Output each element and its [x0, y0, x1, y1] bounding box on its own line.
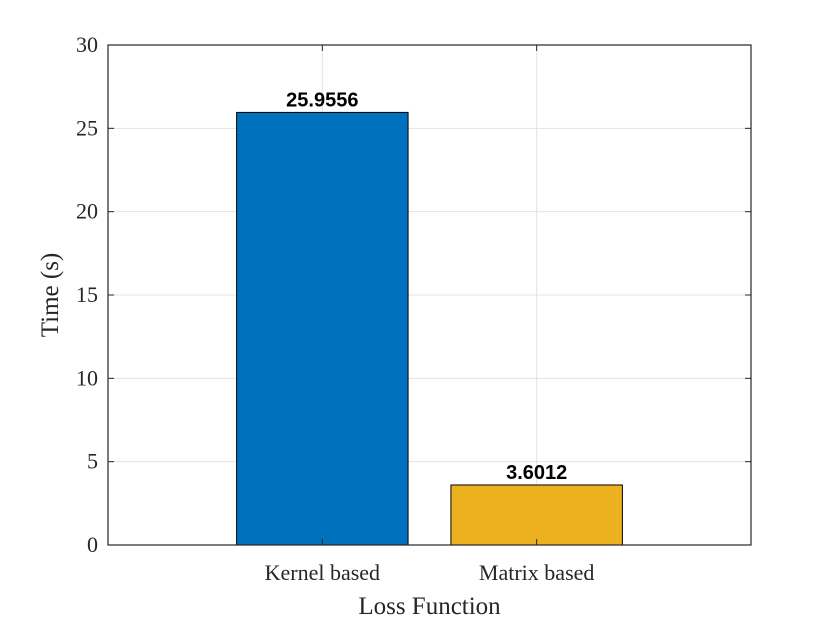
- y-tick-label: 15: [76, 282, 98, 307]
- y-tick-label: 10: [76, 365, 98, 390]
- bar-value-label: 25.9556: [286, 89, 358, 111]
- axis-ticks: 0 5 10 15 20 25 30 Kernel based Matrix based: [76, 32, 751, 585]
- bar-matrix-based: [450, 484, 623, 546]
- y-tick-label: 20: [76, 199, 98, 224]
- x-axis-title: Loss Function: [358, 593, 501, 620]
- y-tick-label: 0: [87, 532, 98, 557]
- bar-value-label: 3.6012: [506, 462, 567, 484]
- y-tick-label: 5: [87, 449, 98, 474]
- data-labels: 25.9556 3.6012: [286, 89, 567, 484]
- x-tick-label: Matrix based: [479, 560, 594, 585]
- y-tick-label: 30: [76, 32, 98, 57]
- bars: [236, 111, 623, 546]
- x-tick-label: Kernel based: [265, 560, 380, 585]
- bar-kernel-based: [236, 111, 409, 546]
- y-axis-title: Time (s): [37, 253, 64, 338]
- y-tick-label: 25: [76, 115, 98, 140]
